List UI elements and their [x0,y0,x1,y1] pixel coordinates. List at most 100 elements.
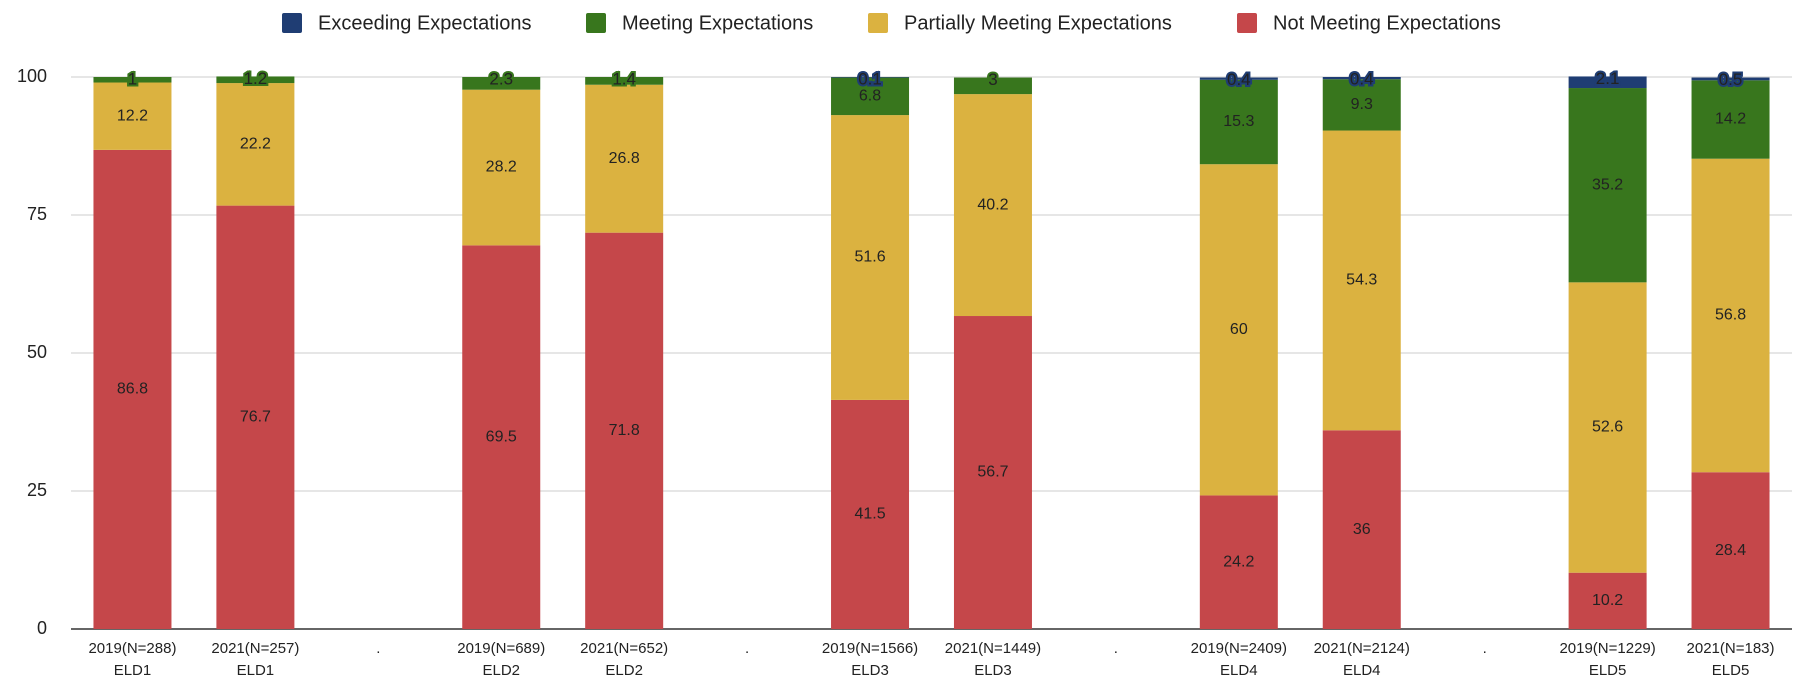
bar-segment [1691,158,1770,473]
data-label: 86.8 [117,381,148,398]
legend-label: Not Meeting Expectations [1273,12,1501,34]
data-label: 1 [128,69,137,88]
data-label: 35.2 [1592,176,1623,193]
x-tick-label: 2021(N=652) [580,640,668,657]
bar-segment [585,84,664,233]
y-tick-label: 25 [27,480,47,500]
bar-segment [1322,430,1401,629]
data-label: 2.3 [489,69,513,88]
data-label: 1.4 [612,69,636,88]
data-label: 24.2 [1223,553,1254,570]
bar-segment [585,232,664,629]
bar-segment [216,83,295,206]
bar-segment [1691,80,1770,159]
bar-segment [216,205,295,629]
data-label: 22.2 [240,136,271,153]
bar-segment [462,77,541,90]
bar-segment [585,77,664,85]
data-label: 0.5 [1719,70,1743,89]
data-label: 76.7 [240,409,271,426]
x-tick-label: . [1483,640,1487,657]
bar-segment [953,77,1032,95]
x-tick-label: ELD4 [1220,662,1258,679]
x-tick-label: 2019(N=288) [88,640,176,657]
bar-segment [1568,88,1647,283]
bar-segment [1691,472,1770,629]
data-label: 15.3 [1223,113,1254,130]
y-tick-label: 0 [37,618,47,638]
x-tick-label: . [376,640,380,657]
bar-segment [1199,164,1278,496]
x-tick-label: ELD2 [605,662,643,679]
data-label: 14.2 [1715,111,1746,128]
data-label: 56.7 [977,464,1008,481]
bar-segment [1199,495,1278,629]
x-tick-label: . [745,640,749,657]
x-tick-label: 2019(N=2409) [1191,640,1287,657]
data-label: 6.8 [859,88,881,105]
bar-segment [831,77,910,78]
bar-segment [1199,79,1278,165]
data-label: 28.4 [1715,542,1746,559]
data-label: 0.4 [1350,69,1374,88]
legend-label: Partially Meeting Expectations [904,12,1172,34]
data-label: 41.5 [854,506,885,523]
bar-segment [1568,572,1647,629]
bar-segment [462,245,541,630]
bar-segment [1322,79,1401,131]
data-label: 1.2 [244,69,268,88]
data-label: 36 [1353,521,1371,538]
data-label: 26.8 [609,150,640,167]
bar-segment [1568,282,1647,573]
x-tick-label: 2019(N=1229) [1559,640,1655,657]
legend-swatch [1237,13,1257,33]
x-tick-label: 2021(N=2124) [1314,640,1410,657]
data-label: 52.6 [1592,419,1623,436]
legend-label: Exceeding Expectations [318,12,531,34]
x-tick-label: ELD1 [114,662,152,679]
bar-segment [953,94,1032,317]
bar-segment [953,316,1032,629]
bar-segment [1322,77,1401,80]
x-tick-label: 2019(N=689) [457,640,545,657]
x-tick-label: ELD5 [1589,662,1627,679]
x-tick-label: ELD5 [1712,662,1750,679]
bar-segment [93,149,172,629]
data-label: 56.8 [1715,307,1746,324]
data-label: 12.2 [117,107,148,124]
data-label: 3 [988,70,997,89]
x-tick-label: ELD3 [851,662,889,679]
x-tick-label: ELD1 [237,662,275,679]
x-tick-label: 2019(N=1566) [822,640,918,657]
data-label: 54.3 [1346,272,1377,289]
data-label: 69.5 [486,428,517,445]
bar-segment [1568,76,1647,89]
data-label: 60 [1230,321,1248,338]
bar-segment [93,82,172,150]
data-label: 51.6 [854,249,885,266]
data-label: 0.4 [1227,70,1251,89]
data-label: 28.2 [486,159,517,176]
data-label: 9.3 [1351,96,1373,113]
bar-segment [831,77,910,116]
data-label: 40.2 [977,196,1008,213]
x-tick-label: 2021(N=1449) [945,640,1041,657]
x-tick-label: ELD3 [974,662,1012,679]
x-tick-label: 2021(N=183) [1687,640,1775,657]
y-tick-label: 50 [27,342,47,362]
bar-segment [831,115,910,400]
y-tick-label: 100 [17,66,47,86]
bar-segment [1691,77,1770,81]
bar-segment [462,89,541,246]
data-label: 71.8 [609,422,640,439]
bar-segment [831,399,910,629]
y-tick-label: 75 [27,204,47,224]
data-label: 10.2 [1592,592,1623,609]
bar-segment [93,77,172,83]
x-tick-label: ELD2 [482,662,520,679]
x-tick-label: ELD4 [1343,662,1381,679]
x-tick-label: . [1114,640,1118,657]
data-label: 2.1 [1596,69,1620,88]
legend-swatch [586,13,606,33]
